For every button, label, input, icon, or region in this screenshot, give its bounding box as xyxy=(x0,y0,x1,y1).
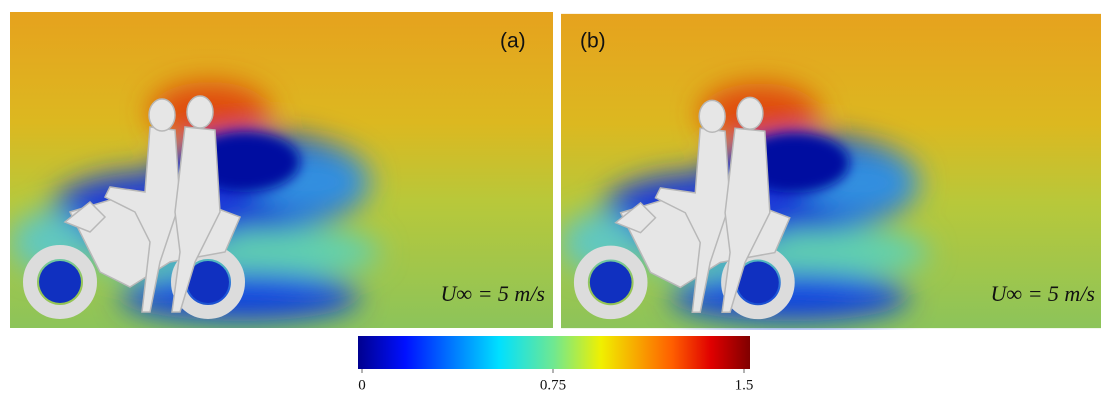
velocity-annotation: U∞ = 5 m/s xyxy=(991,281,1095,306)
panel-label: (b) xyxy=(580,30,606,53)
colorbar-tick-label: 0 xyxy=(358,377,366,393)
colorbar-tick-label: 1.5 xyxy=(735,377,754,393)
colorbar xyxy=(358,336,750,369)
colorbar-tick-label: 0.75 xyxy=(540,377,566,393)
figure: (a) (b) U∞ = 5 m/s U∞ = 5 m/s 0 0.75 1.5 xyxy=(0,0,1109,401)
panel-label: (a) xyxy=(500,30,526,53)
velocity-annotation: U∞ = 5 m/s xyxy=(441,281,545,306)
page: (a) (b) U∞ = 5 m/s U∞ = 5 m/s 00.751.5 {… xyxy=(0,0,1109,401)
